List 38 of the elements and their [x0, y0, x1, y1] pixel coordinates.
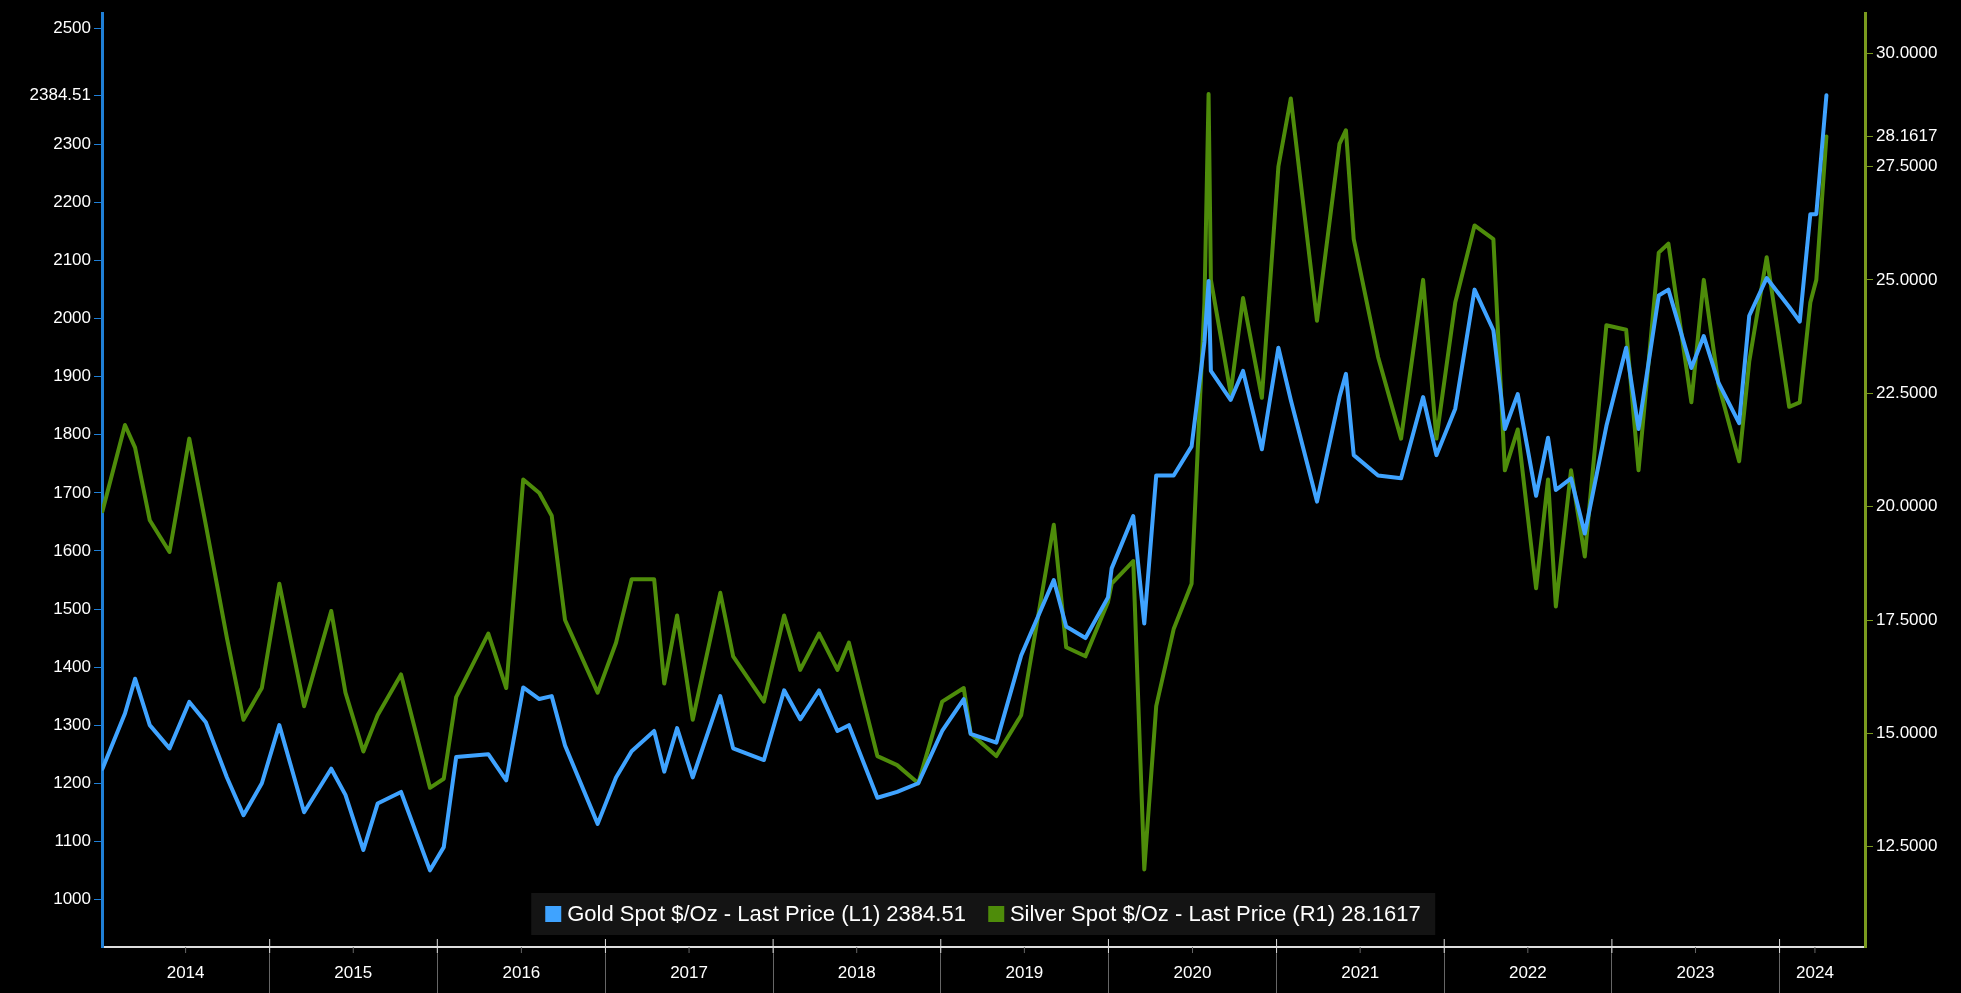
x-tick-label: 2022: [1508, 962, 1547, 982]
y-tick-label: 1400: [53, 656, 91, 676]
x-tick-label: 2018: [837, 962, 876, 982]
y-tick-label: 2000: [53, 308, 91, 328]
legend-label: Gold Spot $/Oz - Last Price (L1) 2384.51: [567, 901, 966, 927]
x-tick-label: 2019: [1005, 962, 1044, 982]
y2-tick-label: 20.0000: [1876, 496, 1938, 516]
x-tick-label: 2023: [1676, 962, 1715, 982]
x-tick-label: 2014: [166, 962, 205, 982]
y2-tick-label: 25.0000: [1876, 269, 1938, 289]
y-tick-label: 2300: [53, 134, 91, 154]
y-tick-label: 1700: [53, 482, 91, 502]
y-tick-label: 1200: [53, 772, 91, 792]
x-tick-label: 2016: [502, 962, 541, 982]
y-tick-label: 1000: [53, 889, 91, 909]
x-tick-label: 2017: [670, 962, 708, 982]
legend-label: Silver Spot $/Oz - Last Price (R1) 28.1617: [1009, 901, 1421, 927]
x-tick-label: 2015: [334, 962, 373, 982]
x-tick-label: 2024: [1796, 962, 1834, 982]
y-tick-label: 2200: [53, 192, 91, 212]
y-tick-label: 2384.51: [29, 85, 91, 105]
x-tick-label: 2021: [1341, 962, 1380, 982]
y2-tick-label: 27.5000: [1876, 156, 1938, 176]
y-tick-label: 1900: [53, 366, 91, 386]
y-tick-label: 1500: [53, 598, 91, 618]
y-tick-label: 1800: [53, 424, 91, 444]
y-tick-label: 1600: [53, 540, 91, 560]
y-tick-label: 2500: [53, 17, 91, 37]
y2-tick-label: 17.5000: [1876, 609, 1938, 629]
y-tick-label: 1100: [54, 831, 91, 850]
y-tick-label: 1300: [53, 714, 91, 734]
y2-tick-label: 28.1617: [1876, 126, 1938, 146]
y2-tick-label: 12.5000: [1876, 836, 1938, 856]
y-tick-label: 2100: [53, 250, 91, 270]
y2-tick-label: 15.0000: [1876, 723, 1938, 743]
y2-tick-label: 30.0000: [1876, 42, 1938, 62]
x-tick-label: 2020: [1173, 962, 1212, 982]
y2-tick-label: 22.5000: [1876, 382, 1938, 402]
